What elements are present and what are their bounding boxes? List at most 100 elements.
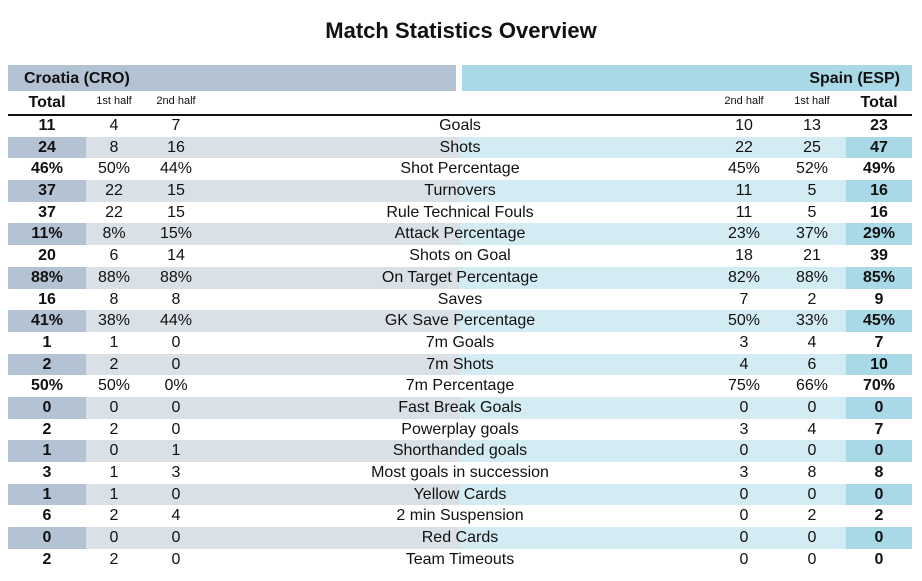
away-total-value: 0 <box>874 485 884 503</box>
away-total-value: 7 <box>874 333 884 351</box>
away-first-half-header: 1st half <box>794 95 830 107</box>
away-half-value: 0 <box>807 529 817 547</box>
row-shading <box>8 440 460 462</box>
table-row: 0 0 0 0 0 0 Red Cards <box>8 527 912 549</box>
away-half-value: 75% <box>727 377 761 395</box>
away-half-value: 4 <box>807 333 817 351</box>
home-total-value: 16 <box>38 290 56 308</box>
home-half-value: 1 <box>109 333 119 351</box>
home-half-value: 3 <box>171 464 181 481</box>
row-shading <box>8 527 86 549</box>
table-row: 1 1 0 3 4 7 7m Goals <box>8 332 912 354</box>
home-half-value: 15 <box>167 182 185 200</box>
row-shading <box>8 310 86 332</box>
home-half-value: 22 <box>105 203 123 221</box>
row-shading <box>8 136 460 159</box>
row-shading <box>8 440 86 462</box>
away-half-value: 37% <box>795 225 829 243</box>
row-shading <box>8 527 460 549</box>
stat-label: 2 min Suspension <box>396 507 524 525</box>
home-half-value: 4 <box>171 507 181 525</box>
away-half-value: 45% <box>727 160 761 178</box>
home-total-value: 41% <box>30 312 64 330</box>
table-row: 1 1 0 0 0 0 Yellow Cards <box>8 483 912 506</box>
row-shading <box>8 266 460 289</box>
away-total-value: 23 <box>870 117 888 134</box>
home-total-value: 2 <box>42 355 52 373</box>
away-half-value: 82% <box>727 268 761 286</box>
row-shading <box>846 527 912 549</box>
page-title: Match Statistics Overview <box>325 18 597 43</box>
stat-label: Shorthanded goals <box>392 442 528 460</box>
away-half-value: 5 <box>807 203 817 221</box>
row-shading <box>460 266 912 289</box>
row-shading <box>8 266 86 289</box>
away-half-value: 0 <box>739 529 749 547</box>
away-half-value: 33% <box>795 312 829 330</box>
stat-label: Saves <box>437 290 483 308</box>
stat-label: 7m Percentage <box>405 377 515 395</box>
home-half-value: 44% <box>159 312 193 330</box>
stat-label: Powerplay goals <box>401 420 519 438</box>
away-half-value: 0 <box>807 398 817 416</box>
stat-label: Yellow Cards <box>413 485 507 503</box>
away-half-value: 52% <box>795 160 829 178</box>
row-shading <box>8 310 460 332</box>
table-row: 1 0 1 0 0 0 Shorthanded goals <box>8 440 912 462</box>
away-half-value: 3 <box>739 464 749 481</box>
home-half-value: 14 <box>167 247 185 265</box>
table-row: 6 2 4 0 2 2 2 min Suspension <box>8 505 912 527</box>
stat-label: Attack Percentage <box>394 225 526 243</box>
stat-label: Fast Break Goals <box>398 398 522 416</box>
row-shading <box>460 223 912 246</box>
home-second-half-header: 2nd half <box>156 95 196 107</box>
home-total-value: 0 <box>42 529 52 547</box>
home-total-value: 37 <box>38 203 56 221</box>
row-shading <box>8 483 86 506</box>
row-shading <box>8 396 460 419</box>
home-total-value: 2 <box>42 420 52 438</box>
row-shading <box>846 483 912 506</box>
table-row: 41% 38% 44% 50% 33% 45% GK Save Percentage <box>8 310 912 332</box>
home-half-value: 2 <box>109 420 119 438</box>
home-half-value: 0 <box>171 355 181 373</box>
row-shading <box>8 483 460 506</box>
table-row: 37 22 15 11 5 16 Rule Technical Fouls <box>8 202 912 224</box>
stat-label: Shots on Goal <box>409 247 511 265</box>
away-half-value: 10 <box>735 117 753 134</box>
home-half-value: 0 <box>171 550 181 568</box>
home-half-value: 8% <box>102 225 126 243</box>
home-total-value: 46% <box>30 160 64 178</box>
away-half-value: 2 <box>807 507 817 525</box>
row-shading <box>8 223 460 246</box>
home-half-value: 1 <box>109 485 119 503</box>
away-total-value: 16 <box>870 182 888 200</box>
away-half-value: 0 <box>739 550 749 568</box>
row-shading <box>8 353 86 376</box>
home-half-value: 0 <box>109 398 119 416</box>
away-total-value: 39 <box>870 247 888 265</box>
row-shading <box>460 353 912 376</box>
home-half-value: 15% <box>159 225 193 243</box>
stat-label: On Target Percentage <box>381 268 539 286</box>
away-half-value: 0 <box>739 485 749 503</box>
away-total-value: 29% <box>862 225 896 243</box>
away-total-value: 85% <box>862 268 896 286</box>
home-half-value: 1 <box>109 464 119 481</box>
away-half-value: 4 <box>739 355 749 373</box>
stat-label: Shot Percentage <box>400 160 520 178</box>
away-total-value: 16 <box>870 203 888 221</box>
away-half-value: 5 <box>807 182 817 200</box>
away-half-value: 0 <box>739 507 749 525</box>
away-half-value: 25 <box>803 138 821 156</box>
home-half-value: 2 <box>109 550 119 568</box>
home-half-value: 6 <box>109 247 119 265</box>
home-half-value: 0 <box>171 420 181 438</box>
away-team-header: Spain (ESP) <box>462 65 912 91</box>
home-half-value: 0% <box>164 377 188 395</box>
home-half-value: 0 <box>171 485 181 503</box>
away-half-value: 0 <box>807 442 817 460</box>
row-shading <box>460 483 912 506</box>
away-total-value: 70% <box>862 377 896 395</box>
row-shading <box>846 180 912 202</box>
